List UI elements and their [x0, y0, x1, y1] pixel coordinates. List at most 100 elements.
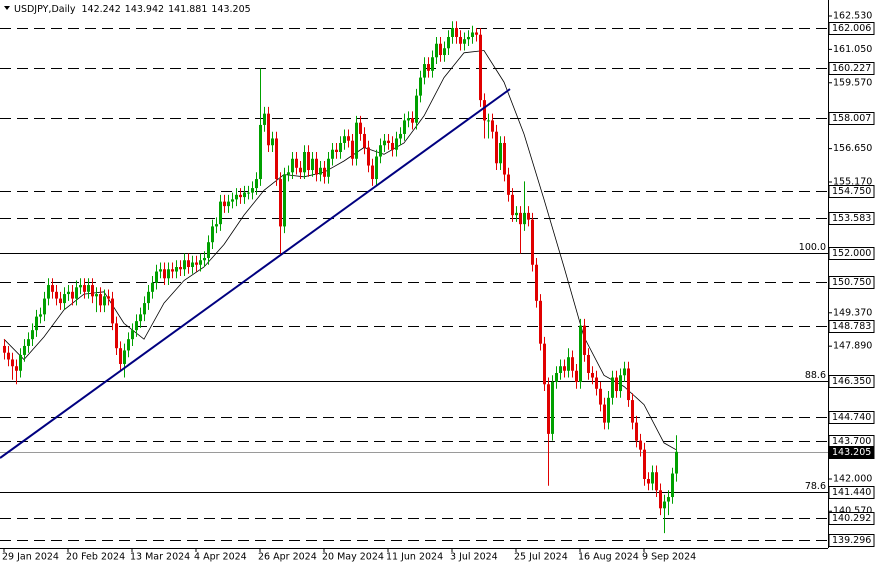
candle-body [391, 142, 394, 150]
level-label: 139.296 [832, 535, 871, 546]
candle-body [171, 269, 174, 272]
level-label: 154.750 [832, 186, 871, 197]
candle-body [99, 294, 102, 306]
candle-body [587, 354, 590, 374]
candle-body [23, 345, 26, 355]
candle-body [183, 260, 186, 270]
candle-body [155, 271, 158, 283]
level-box [828, 112, 875, 125]
candle-body [547, 384, 550, 434]
candle-body [7, 352, 10, 360]
level-label: 143.700 [832, 436, 871, 447]
candle-body [19, 354, 22, 371]
candle-body [375, 156, 378, 180]
candle-body [559, 366, 562, 374]
candle-body [555, 373, 558, 383]
candle-body [327, 158, 330, 177]
candle-body [35, 316, 38, 331]
candle-body [287, 172, 290, 175]
candle-body [255, 179, 258, 189]
candle-body [51, 285, 54, 292]
chart-title: USDJPY,Daily 142.242 143.942 141.881 143.205 [14, 4, 251, 15]
level-box [828, 247, 875, 260]
candle-body [295, 158, 298, 168]
x-tick-label: 16 Aug 2024 [578, 552, 639, 563]
candle-body [243, 192, 246, 198]
candle-body [75, 287, 78, 299]
candle-body [427, 64, 430, 71]
candle-body [675, 451, 678, 474]
candle-body [527, 212, 530, 220]
candle-body [231, 199, 234, 202]
candle-body [599, 388, 602, 405]
candle-body [535, 264, 538, 301]
candle-body [411, 118, 414, 123]
candle-body [575, 370, 578, 383]
candle-body [299, 167, 302, 173]
candle-body [91, 285, 94, 297]
candle-body [79, 285, 82, 288]
candle-body [127, 339, 130, 351]
candle-body [595, 377, 598, 389]
level-label: 148.783 [832, 321, 871, 332]
candle-body [583, 325, 586, 355]
candle-body [303, 151, 306, 173]
candle-body [451, 27, 454, 37]
candle-body [139, 314, 142, 322]
x-tick-label: 11 Jun 2024 [386, 552, 443, 563]
candle-body [659, 490, 662, 509]
candle-body [107, 296, 110, 299]
y-tick-label: 149.370 [833, 307, 872, 318]
fib-label: 88.6 [805, 370, 826, 381]
candle-body [359, 122, 362, 134]
level-box [828, 486, 875, 499]
x-tick-label: 20 May 2024 [322, 552, 384, 563]
candle-body [223, 201, 226, 207]
candle-body [323, 167, 326, 177]
candle-body [39, 314, 42, 317]
candle-body [519, 212, 522, 225]
candle-body [495, 131, 498, 164]
candle-body [643, 449, 646, 479]
level-label: 143.205 [832, 447, 871, 458]
level-box [828, 276, 875, 289]
candle-body [663, 501, 666, 509]
y-tick-label: 156.650 [833, 143, 872, 154]
candle-body [419, 77, 422, 96]
level-label: 158.007 [832, 113, 871, 124]
candle-body [235, 194, 238, 200]
level-label: 160.227 [832, 63, 871, 74]
candle-body [279, 179, 282, 227]
ohlc-low: 141.881 [168, 4, 207, 15]
candle-body [307, 151, 310, 171]
level-box [828, 320, 875, 333]
candle-body [239, 194, 242, 198]
x-tick-label: 13 Mar 2024 [130, 552, 190, 563]
candle-body [647, 478, 650, 484]
level-label: 141.440 [832, 487, 871, 498]
candle-body [619, 375, 622, 392]
candle-body [311, 158, 314, 171]
level-box [828, 62, 875, 75]
level-box [828, 534, 875, 547]
candle-body [203, 257, 206, 261]
candle-body [611, 377, 614, 398]
candle-body [215, 224, 218, 227]
candle-body [275, 138, 278, 180]
candle-body [31, 330, 34, 340]
candle-body [475, 32, 478, 35]
level-box [828, 212, 875, 225]
candle-body [135, 321, 138, 331]
level-box [828, 375, 875, 388]
candle-body [67, 291, 70, 295]
candle-body [187, 260, 190, 268]
y-tick-label: 155.170 [833, 176, 872, 187]
x-tick-label: 20 Feb 2024 [66, 552, 125, 563]
candle-body [631, 400, 634, 423]
candle-body [523, 212, 526, 225]
candle-body [415, 95, 418, 123]
candle-body [363, 133, 366, 148]
level-label: 162.006 [832, 23, 871, 34]
candle-body [143, 303, 146, 315]
